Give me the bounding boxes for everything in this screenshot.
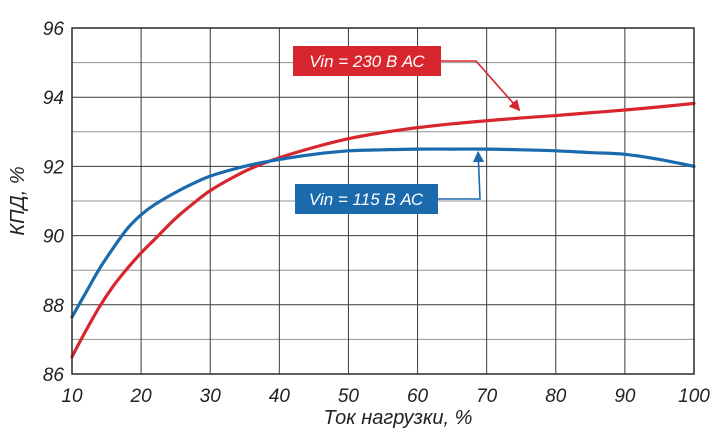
y-axis-title: КПД, %: [7, 166, 29, 235]
y-tick-label-90: 90: [43, 227, 65, 248]
x-tick-label-30: 30: [200, 386, 222, 407]
series-line-vin-230: [70, 101, 696, 359]
series-group: [70, 101, 696, 359]
x-tick-label-10: 10: [61, 386, 83, 407]
y-tick-label-86: 86: [43, 365, 65, 386]
callout-leader-vin-115: [438, 150, 485, 200]
y-tick-label-94: 94: [43, 88, 64, 109]
callout-leader-vin-230: [441, 60, 521, 112]
x-tick-label-50: 50: [338, 386, 360, 407]
y-tick-label-88: 88: [43, 296, 65, 317]
x-tick-label-60: 60: [407, 386, 429, 407]
x-tick-label-100: 100: [678, 386, 710, 407]
x-tick-label-70: 70: [476, 386, 498, 407]
callout-label-vin-230: Vin = 230 В АС: [309, 52, 425, 71]
x-axis-title: Ток нагрузки, %: [324, 407, 473, 429]
callout-label-vin-115: Vin = 115 В АС: [309, 190, 424, 209]
x-tick-label-80: 80: [545, 386, 567, 407]
tick-labels: 10 20 30 40 50 60 70 80 90 100 86 88 90 92 94 96: [43, 19, 710, 407]
callout-box-vin-115: [295, 184, 438, 214]
plot-frame: [71, 27, 695, 375]
series-line-vin-115: [70, 147, 696, 319]
x-tick-label-40: 40: [269, 386, 291, 407]
callout-box-vin-230: [293, 46, 441, 76]
x-tick-label-90: 90: [614, 386, 636, 407]
x-tick-label-20: 20: [130, 386, 153, 407]
y-tick-label-96: 96: [43, 19, 65, 40]
callouts: Vin = 230 В АС Vin = 115 В АС: [293, 46, 521, 214]
y-tick-label-92: 92: [43, 157, 65, 178]
